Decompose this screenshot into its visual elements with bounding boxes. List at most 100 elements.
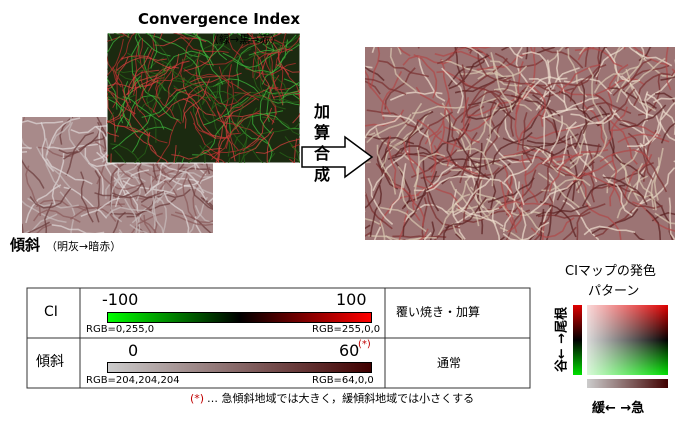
texture xyxy=(439,112,472,155)
texture xyxy=(279,151,300,163)
texture xyxy=(625,68,657,112)
texture xyxy=(391,110,432,148)
texture xyxy=(522,76,568,101)
texture xyxy=(268,51,282,103)
texture xyxy=(612,58,652,97)
texture xyxy=(544,108,582,149)
texture xyxy=(175,151,181,163)
texture xyxy=(183,35,217,72)
texture xyxy=(176,77,229,88)
texture xyxy=(22,223,24,233)
texture xyxy=(126,48,153,95)
min-label: 0 xyxy=(128,341,139,360)
texture xyxy=(617,133,670,144)
texture xyxy=(278,92,300,101)
min-rgb: RGB=0,255,0 xyxy=(86,324,155,335)
texture xyxy=(217,112,233,163)
texture xyxy=(420,165,472,179)
texture xyxy=(670,69,675,77)
texture xyxy=(94,182,143,199)
texture xyxy=(593,65,639,94)
texture xyxy=(107,131,120,137)
texture xyxy=(188,140,213,163)
texture xyxy=(470,186,514,218)
texture xyxy=(451,223,464,240)
texture xyxy=(155,79,182,124)
texture xyxy=(436,47,459,65)
texture xyxy=(207,150,226,163)
texture xyxy=(564,47,570,50)
texture xyxy=(451,103,479,145)
texture xyxy=(575,143,600,192)
texture xyxy=(603,176,648,206)
texture xyxy=(530,181,574,214)
texture xyxy=(253,42,263,94)
texture xyxy=(373,226,382,240)
texture xyxy=(580,81,588,135)
texture xyxy=(550,142,602,158)
texture xyxy=(453,177,492,217)
texture xyxy=(68,121,94,168)
texture xyxy=(500,169,537,205)
texture xyxy=(192,120,229,156)
texture xyxy=(257,35,300,60)
texture xyxy=(146,33,156,85)
texture xyxy=(660,101,675,121)
texture xyxy=(674,102,675,105)
texture xyxy=(483,120,504,170)
texture xyxy=(412,105,465,115)
texture xyxy=(640,47,646,60)
texture xyxy=(371,47,376,54)
texture xyxy=(503,80,556,92)
texture xyxy=(22,117,31,150)
texture xyxy=(25,184,62,224)
texture xyxy=(124,198,138,233)
texture xyxy=(265,152,276,163)
texture xyxy=(540,47,584,69)
texture xyxy=(570,109,617,125)
texture xyxy=(145,33,158,69)
texture xyxy=(107,91,113,94)
texture xyxy=(183,83,205,129)
texture xyxy=(565,113,617,130)
texture xyxy=(152,64,175,113)
texture xyxy=(479,90,501,138)
texture xyxy=(181,43,231,62)
legend-title: パターン xyxy=(588,284,640,299)
texture xyxy=(156,118,179,163)
texture xyxy=(489,90,515,137)
texture xyxy=(558,63,601,96)
texture xyxy=(107,35,121,54)
texture xyxy=(25,165,41,217)
texture xyxy=(192,73,211,124)
texture xyxy=(147,132,169,163)
texture xyxy=(535,205,589,217)
texture xyxy=(500,181,518,233)
texture xyxy=(131,126,173,153)
texture xyxy=(389,91,443,101)
texture xyxy=(112,211,127,233)
texture xyxy=(537,211,591,219)
texture xyxy=(402,188,427,237)
texture xyxy=(59,191,76,233)
texture xyxy=(563,78,613,95)
texture xyxy=(172,80,221,99)
texture xyxy=(197,54,212,104)
texture xyxy=(609,154,618,207)
texture xyxy=(511,155,565,162)
texture xyxy=(176,175,213,191)
texture xyxy=(266,132,275,163)
texture xyxy=(188,196,208,233)
texture xyxy=(228,33,244,63)
texture xyxy=(114,149,127,163)
texture xyxy=(182,98,217,140)
texture xyxy=(137,210,143,233)
texture xyxy=(645,93,675,135)
texture xyxy=(562,226,577,240)
texture xyxy=(652,97,675,104)
texture xyxy=(385,234,437,240)
ci-title: Convergence Index xyxy=(138,10,301,28)
texture xyxy=(241,39,288,53)
texture xyxy=(561,161,592,207)
texture xyxy=(616,55,644,103)
